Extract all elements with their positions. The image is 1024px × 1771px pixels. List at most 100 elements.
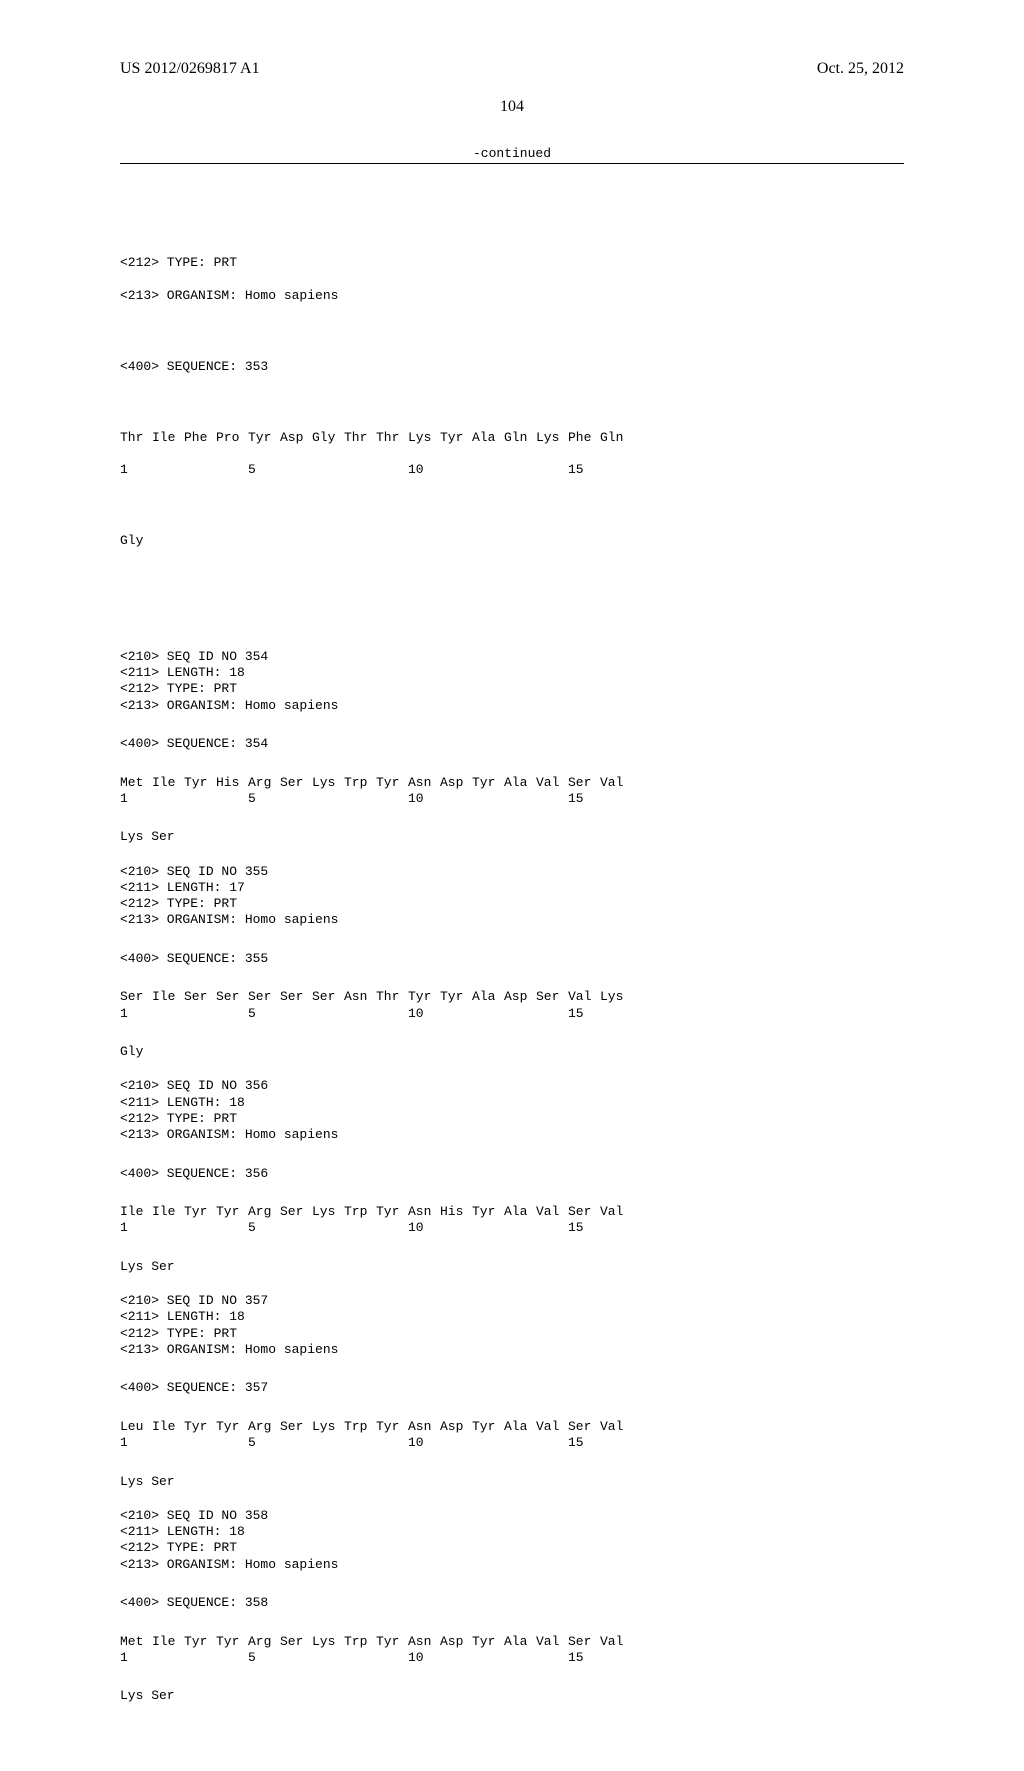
aa: Tyr xyxy=(184,1204,216,1220)
pos xyxy=(152,1435,184,1451)
pos xyxy=(600,791,632,807)
pos xyxy=(216,1006,248,1022)
spacer xyxy=(120,1397,904,1413)
aa: Ala xyxy=(504,1419,536,1435)
pos: 10 xyxy=(408,1435,440,1451)
pos: 15 xyxy=(568,1650,600,1666)
aa: Ile xyxy=(152,1419,184,1435)
sequence-label: <400> SEQUENCE: 355 xyxy=(120,951,904,967)
pos xyxy=(440,1220,472,1236)
sequence-label: <400> SEQUENCE: 354 xyxy=(120,736,904,752)
aa: Tyr xyxy=(376,775,408,791)
pos-line: 151015 xyxy=(120,462,904,478)
aa: Ala xyxy=(504,1634,536,1650)
aa: Gln xyxy=(600,430,632,446)
pos xyxy=(376,1006,408,1022)
sequence-label: <400> SEQUENCE: 358 xyxy=(120,1595,904,1611)
aa: Lys xyxy=(312,775,344,791)
aa: Asp xyxy=(440,1419,472,1435)
pos-line: 151015 xyxy=(120,1435,904,1451)
aa-tail: Gly xyxy=(120,1044,904,1060)
pos xyxy=(472,1220,504,1236)
aa: Ser xyxy=(568,1419,600,1435)
aa: Tyr xyxy=(472,1419,504,1435)
aa: Tyr xyxy=(216,1634,248,1650)
pos xyxy=(472,462,504,478)
aa: Lys xyxy=(312,1204,344,1220)
spacer xyxy=(120,1451,904,1467)
pos xyxy=(216,1435,248,1451)
aa: Gln xyxy=(504,430,536,446)
pos xyxy=(344,1006,376,1022)
aa: Asp xyxy=(280,430,312,446)
pos xyxy=(152,791,184,807)
pos xyxy=(184,1220,216,1236)
entry-header: <210> SEQ ID NO 356 <211> LENGTH: 18 <21… xyxy=(120,1078,904,1143)
aa: Val xyxy=(536,1204,568,1220)
entry-header: <210> SEQ ID NO 355 <211> LENGTH: 17 <21… xyxy=(120,864,904,929)
pos xyxy=(280,791,312,807)
aa: Asn xyxy=(408,1419,440,1435)
pos: 1 xyxy=(120,1650,152,1666)
pos: 1 xyxy=(120,791,152,807)
aa: Ala xyxy=(504,1204,536,1220)
pos xyxy=(184,791,216,807)
entries-container: <210> SEQ ID NO 354 <211> LENGTH: 18 <21… xyxy=(120,649,904,1705)
pos xyxy=(536,1006,568,1022)
aa: Lys xyxy=(600,989,632,1005)
aa: Asp xyxy=(504,989,536,1005)
seq-entry-353-cont: <212> TYPE: PRT <213> ORGANISM: Homo sap… xyxy=(120,239,904,582)
pos: 10 xyxy=(408,462,440,478)
header-row: US 2012/0269817 A1 Oct. 25, 2012 xyxy=(120,60,904,78)
aa: Ser xyxy=(280,989,312,1005)
pos xyxy=(536,1220,568,1236)
aa: Ser xyxy=(280,1419,312,1435)
pos xyxy=(440,1006,472,1022)
aa-tail: Gly xyxy=(120,533,904,549)
aa: Ser xyxy=(312,989,344,1005)
pos xyxy=(376,1435,408,1451)
sequence-label: <400> SEQUENCE: 356 xyxy=(120,1166,904,1182)
aa: Tyr xyxy=(472,1634,504,1650)
aa: Val xyxy=(600,1634,632,1650)
spacer xyxy=(120,1143,904,1159)
aa-tail: Lys Ser xyxy=(120,1259,904,1275)
aa: Trp xyxy=(344,1419,376,1435)
pos xyxy=(440,1435,472,1451)
aa: Asn xyxy=(344,989,376,1005)
aa: Arg xyxy=(248,1419,280,1435)
aa: Lys xyxy=(536,430,568,446)
aa: His xyxy=(440,1204,472,1220)
pos xyxy=(280,462,312,478)
pos xyxy=(504,1435,536,1451)
pos xyxy=(504,1650,536,1666)
pos xyxy=(312,791,344,807)
pos xyxy=(280,1650,312,1666)
aa: Arg xyxy=(248,775,280,791)
pos xyxy=(152,462,184,478)
pos xyxy=(344,791,376,807)
pos xyxy=(280,1435,312,1451)
aa-line: MetIleTyrHisArgSerLysTrpTyrAsnAspTyrAlaV… xyxy=(120,775,904,791)
pos: 10 xyxy=(408,1650,440,1666)
aa: Asn xyxy=(408,1634,440,1650)
seq-entry: <210> SEQ ID NO 354 <211> LENGTH: 18 <21… xyxy=(120,649,904,846)
aa: Thr xyxy=(344,430,376,446)
aa: Asn xyxy=(408,775,440,791)
aa: Ser xyxy=(216,989,248,1005)
aa: Met xyxy=(120,1634,152,1650)
pos: 10 xyxy=(408,1220,440,1236)
aa: Leu xyxy=(120,1419,152,1435)
pos xyxy=(504,791,536,807)
aa: Tyr xyxy=(184,775,216,791)
pos: 5 xyxy=(248,1220,280,1236)
aa: Val xyxy=(536,1419,568,1435)
pos xyxy=(312,1006,344,1022)
pos: 15 xyxy=(568,1435,600,1451)
pos xyxy=(312,1435,344,1451)
pos xyxy=(504,1006,536,1022)
aa: Asn xyxy=(408,1204,440,1220)
aa: Ser xyxy=(280,1634,312,1650)
pos-line: 151015 xyxy=(120,791,904,807)
page-container: US 2012/0269817 A1 Oct. 25, 2012 104 -co… xyxy=(0,0,1024,1320)
